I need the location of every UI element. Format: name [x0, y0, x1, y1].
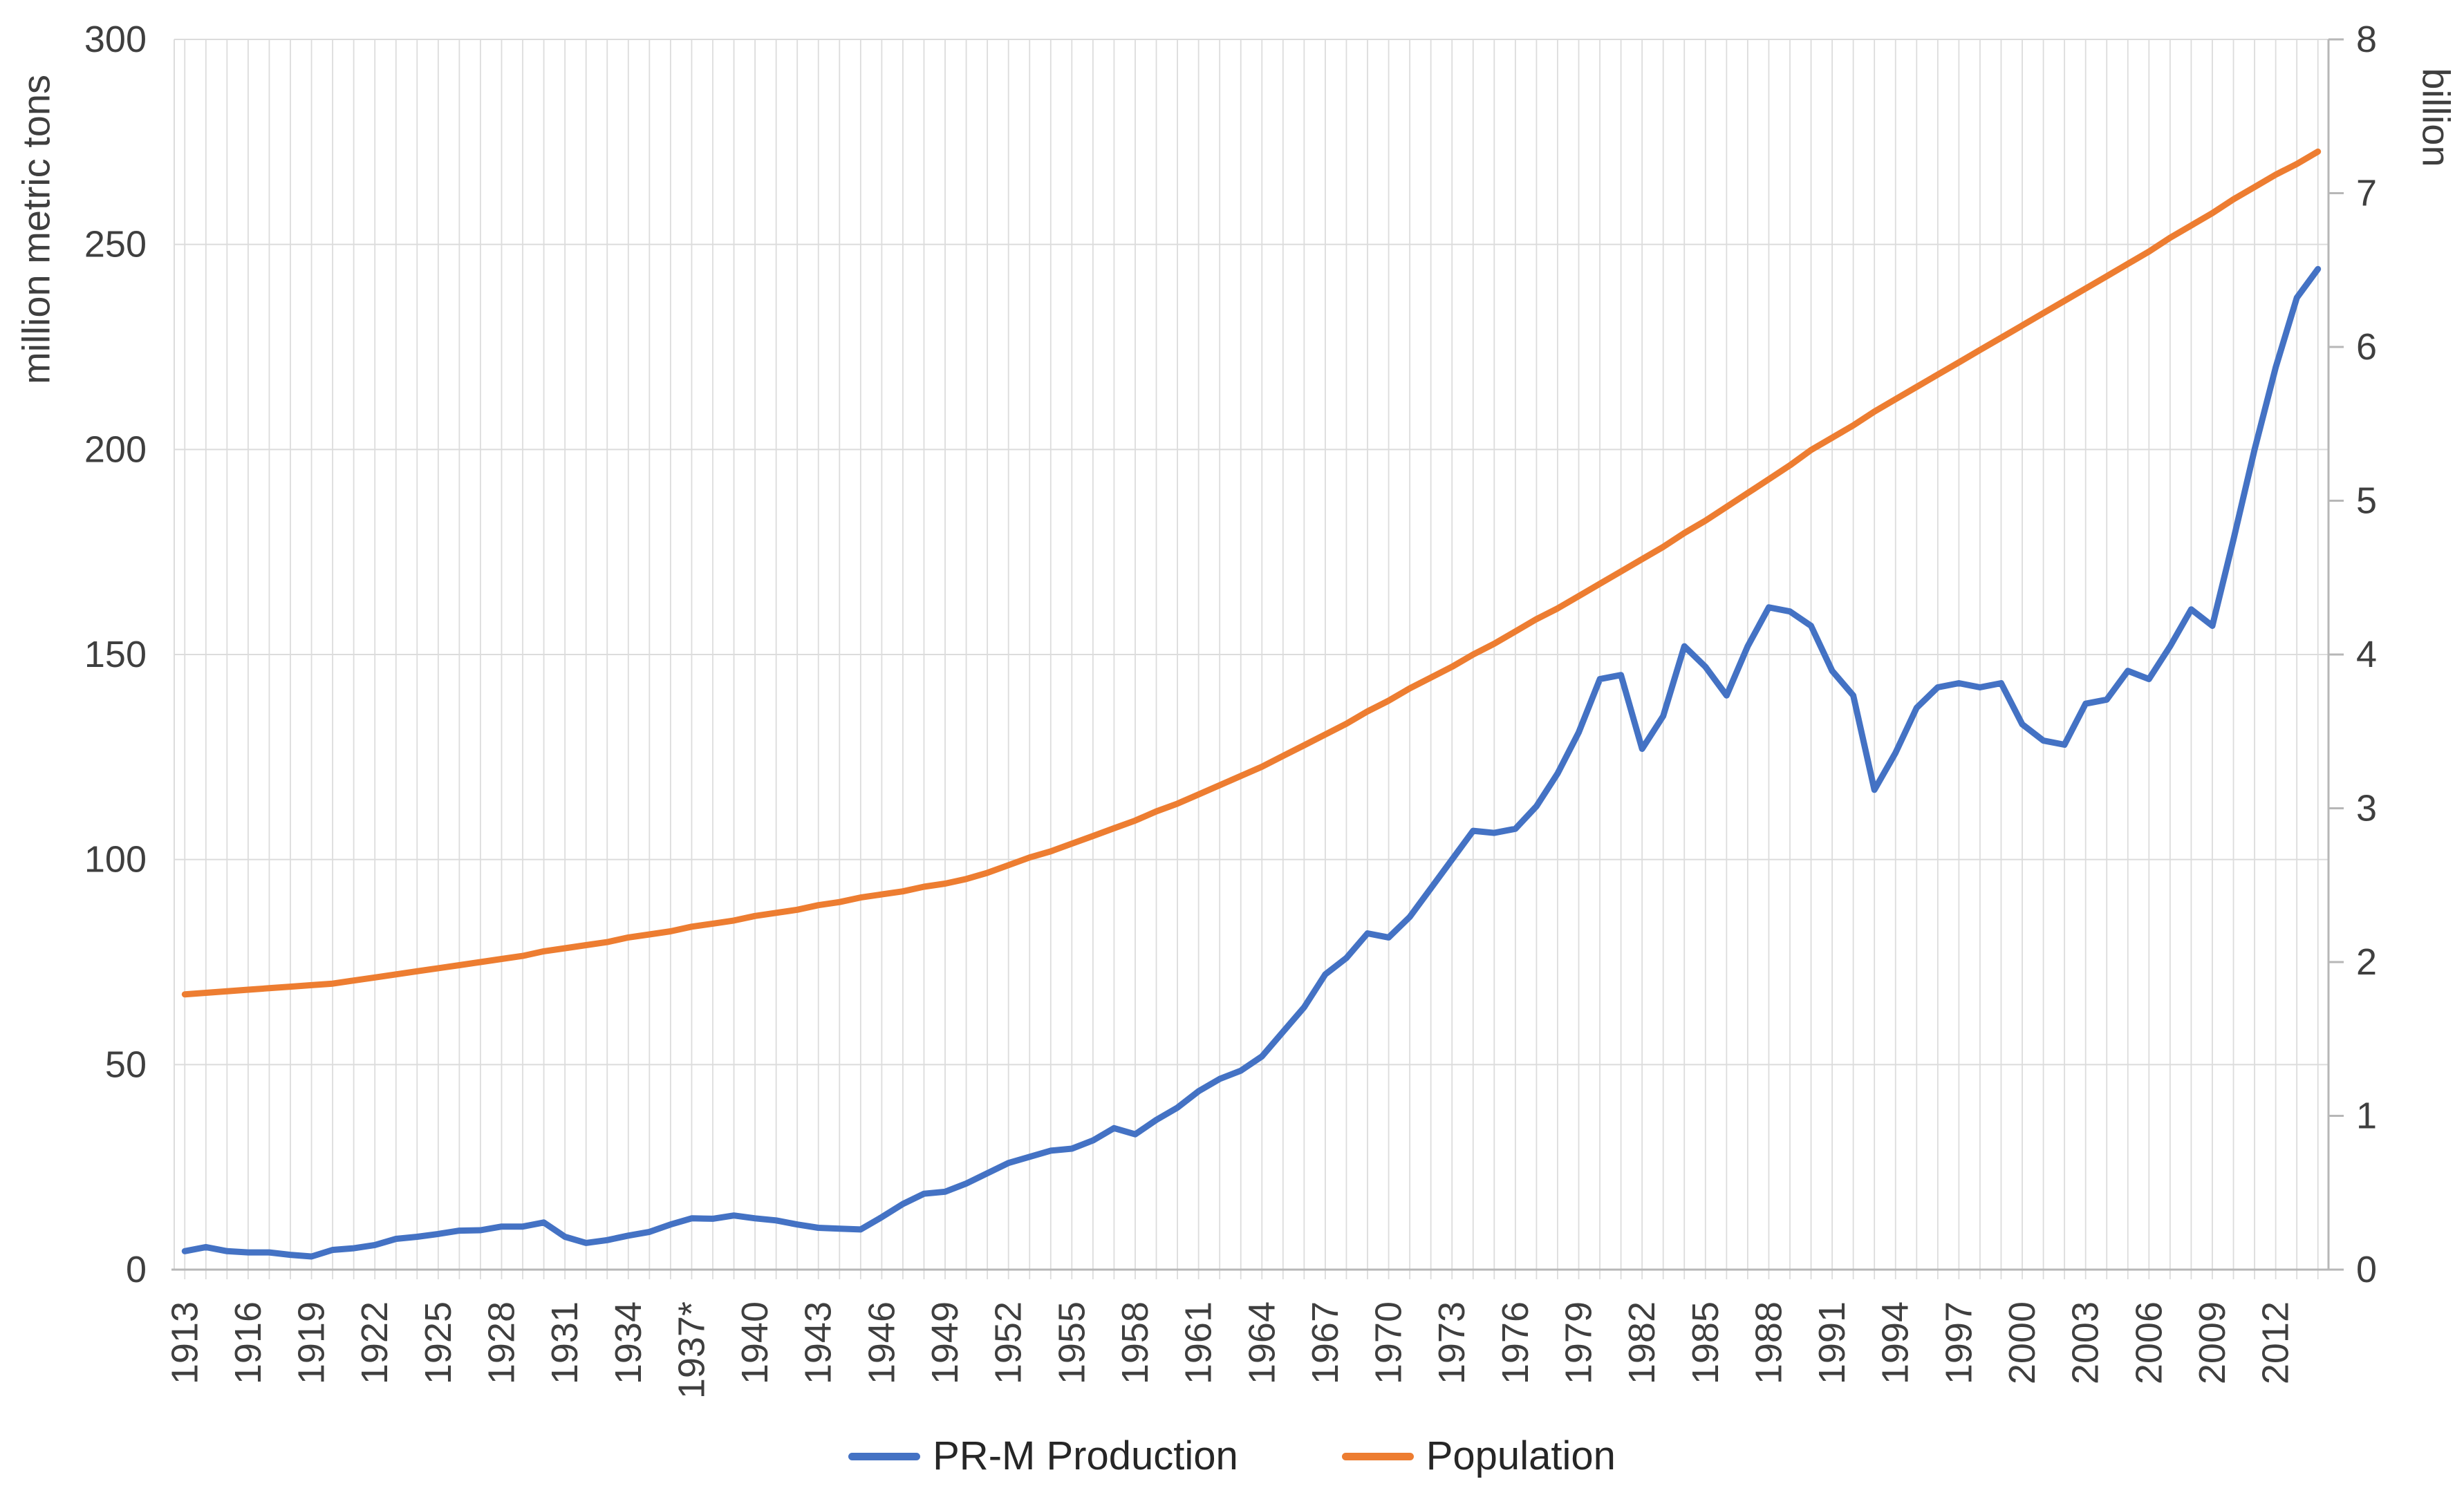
x-axis-tick-label: 1949 — [924, 1301, 966, 1384]
legend-item-population[interactable]: Population — [1341, 1433, 1616, 1478]
right-axis-tick-label: 3 — [2356, 788, 2377, 829]
right-axis-tick-label: 0 — [2356, 1249, 2377, 1290]
right-axis-tick-label: 8 — [2356, 19, 2377, 60]
x-axis-tick-label: 1970 — [1368, 1301, 1410, 1384]
legend-line-swatch-production — [848, 1452, 921, 1460]
x-axis-tick-label: 1997 — [1938, 1301, 1979, 1384]
right-axis-tick-label: 5 — [2356, 480, 2377, 522]
right-axis-tick-label: 6 — [2356, 326, 2377, 368]
x-axis-tick-label: 1991 — [1811, 1301, 1853, 1384]
horizontal-gridlines — [174, 39, 2328, 1066]
x-axis-tick-label: 1952 — [988, 1301, 1029, 1384]
x-axis-tick-label: 1934 — [608, 1301, 649, 1384]
x-axis-tick-label: 1976 — [1495, 1301, 1536, 1384]
legend: PR-M Production Population — [0, 1436, 2464, 1476]
left-axis-tick-label: 200 — [84, 429, 147, 470]
left-axis-tick-label: 150 — [84, 634, 147, 675]
x-axis-tick-label: 1967 — [1305, 1301, 1346, 1384]
x-axis-tick-label: 1928 — [481, 1301, 523, 1384]
axis-lines — [171, 38, 2344, 1271]
x-axis-tick-label: 1979 — [1558, 1301, 1600, 1384]
axis-tick-labels: 0 50 100 150 200 250 300 0 1 2 3 4 5 6 7 8 1913 1916 1919 1… — [84, 19, 2377, 1399]
series-line-pr-m-production — [181, 265, 2322, 1260]
x-axis-tick-label: 1913 — [164, 1301, 205, 1384]
x-axis-tick-label: 1988 — [1748, 1301, 1789, 1384]
x-axis-tick-label: 1982 — [1621, 1301, 1663, 1384]
x-axis-tick-label: 2006 — [2128, 1301, 2169, 1384]
x-axis-tick-label: 2000 — [2001, 1301, 2043, 1384]
right-axis-tick-label: 4 — [2356, 634, 2377, 675]
x-axis-tick-label: 1961 — [1178, 1301, 1220, 1384]
legend-line-swatch-population — [1341, 1452, 1414, 1460]
right-axis-tick-label: 2 — [2356, 941, 2377, 983]
x-axis-tick-label: 1937* — [671, 1301, 712, 1399]
x-axis-tick-label: 2003 — [2065, 1301, 2107, 1384]
right-axis-title: billion — [2415, 68, 2458, 167]
x-axis-tick-label: 1994 — [1875, 1301, 1916, 1384]
left-axis-tick-label: 0 — [126, 1249, 147, 1290]
x-axis-tick-label: 1922 — [354, 1301, 395, 1384]
x-axis-tick-label: 1940 — [734, 1301, 776, 1384]
left-axis-tick-label: 300 — [84, 19, 147, 60]
x-axis-tick-label: 1955 — [1051, 1301, 1092, 1384]
x-axis-tick-label: 1943 — [798, 1301, 839, 1384]
legend-label-production: PR-M Production — [933, 1433, 1238, 1478]
x-axis-tick-label: 1919 — [291, 1301, 333, 1384]
right-axis-tick-label: 7 — [2356, 173, 2377, 214]
x-axis-tick-label: 1946 — [861, 1301, 902, 1384]
series-line-population — [181, 148, 2322, 998]
x-axis-tick-label: 1931 — [544, 1301, 586, 1384]
x-axis-tick-label: 2009 — [2192, 1301, 2233, 1384]
data-series — [181, 148, 2322, 1260]
x-axis-tick-label: 1958 — [1114, 1301, 1156, 1384]
left-axis-title: million metric tons — [15, 75, 58, 384]
left-axis-tick-label: 50 — [105, 1044, 147, 1085]
right-axis-tick-label: 1 — [2356, 1095, 2377, 1137]
vertical-gridlines — [174, 39, 2319, 1279]
x-axis-tick-label: 1985 — [1685, 1301, 1726, 1384]
left-axis-tick-label: 250 — [84, 224, 147, 265]
legend-item-production[interactable]: PR-M Production — [848, 1436, 1238, 1476]
x-axis-tick-label: 1964 — [1241, 1301, 1282, 1384]
x-axis-tick-label: 1973 — [1431, 1301, 1473, 1384]
x-axis-tick-label: 2012 — [2255, 1301, 2297, 1384]
left-axis-tick-label: 100 — [84, 839, 147, 881]
x-axis-tick-label: 1925 — [418, 1301, 459, 1384]
x-axis-tick-label: 1916 — [227, 1301, 269, 1384]
legend-label-population: Population — [1426, 1433, 1616, 1478]
